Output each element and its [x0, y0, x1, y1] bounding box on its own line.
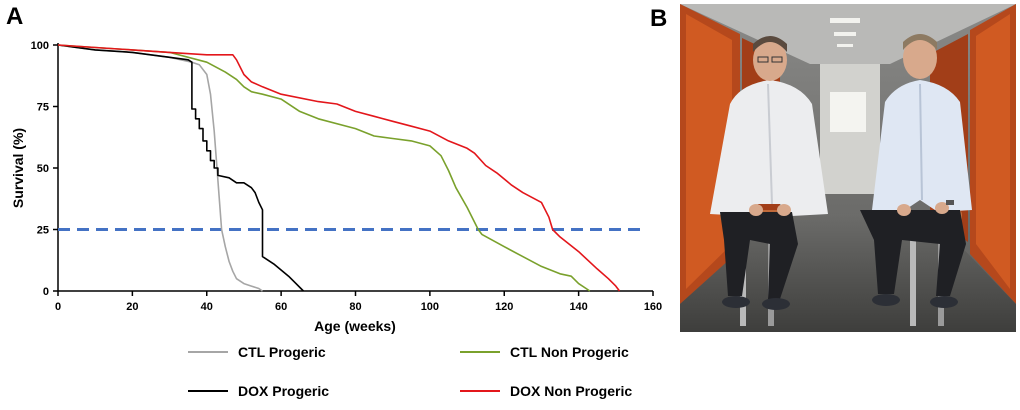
panel-b-label-wrap: B [650, 5, 667, 32]
x-tick-label: 140 [569, 301, 587, 313]
x-tick-label: 80 [349, 301, 361, 313]
legend: CTL Progeric CTL Non Progeric DOX Progeric… [188, 344, 632, 399]
legend-label-ctl-non-progeric: CTL Non Progeric [510, 344, 629, 360]
x-tick-label: 20 [126, 301, 138, 313]
x-tick-label: 100 [421, 301, 439, 313]
y-tick-label: 100 [31, 40, 49, 52]
y-tick-label: 75 [37, 102, 49, 114]
x-tick-label: 160 [644, 301, 662, 313]
y-axis-title: Survival (%) [10, 128, 26, 208]
panel-b-label: B [650, 5, 667, 32]
series-line-ctl-progeric [57, 44, 263, 292]
legend-label-dox-non-progeric: DOX Non Progeric [510, 383, 632, 399]
panel-a-label: A [6, 3, 23, 30]
x-tick-label: 40 [201, 301, 213, 313]
x-axis-title: Age (weeks) [314, 318, 396, 334]
y-tick-label: 50 [37, 163, 49, 175]
survival-chart: A 0 25 50 75 100 0 20 40 60 80 100 120 140 160 Age (w… [6, 3, 662, 399]
legend-label-ctl-progeric: CTL Progeric [238, 344, 326, 360]
series-line-dox-progeric [57, 44, 304, 292]
x-tick-label: 0 [55, 301, 61, 313]
x-tick-label: 60 [275, 301, 287, 313]
legend-label-dox-progeric: DOX Progeric [238, 383, 329, 399]
x-tick-label: 120 [495, 301, 513, 313]
series-line-ctl-non-progeric [57, 44, 591, 292]
y-tick-label: 25 [37, 225, 49, 237]
series-line-dox-non-progeric [57, 44, 621, 292]
y-tick-label: 0 [43, 286, 49, 298]
photo-two-scientists [680, 4, 1016, 332]
